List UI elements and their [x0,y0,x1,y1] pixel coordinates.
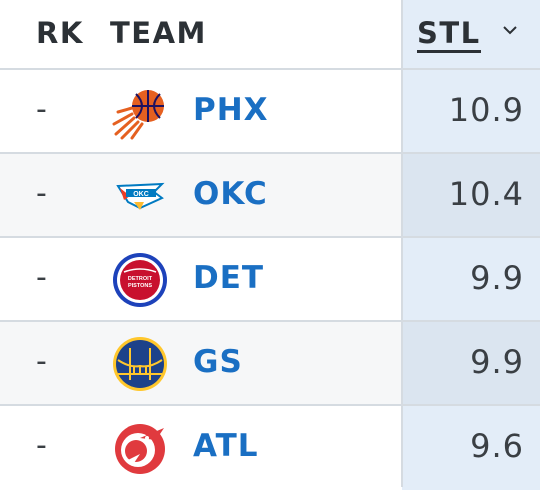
hawks-logo-icon [115,424,165,474]
team-link[interactable]: PHX [193,92,269,128]
table-row[interactable]: - OKC OKC 10.4 [0,154,540,238]
table-row[interactable]: - DETROIT PISTONS DET 9.9 [0,238,540,322]
stl-cell-bg [402,238,540,320]
table-row[interactable]: - PHX 10.9 [0,70,540,154]
table-row[interactable]: - ATL 9.6 [0,406,540,490]
rank-cell: - [36,344,47,379]
team-link[interactable]: ATL [193,428,259,464]
column-divider [401,0,403,487]
pistons-logo-icon: DETROIT PISTONS [113,253,167,307]
stl-value: 10.4 [448,175,524,213]
suns-logo-icon [112,90,164,140]
table-row[interactable]: - GS 9.9 [0,322,540,406]
warriors-logo-icon [113,337,167,391]
stl-cell-bg [402,406,540,490]
svg-text:OKC: OKC [133,191,149,198]
stl-cell-bg [402,70,540,152]
rank-cell: - [36,92,47,127]
stl-sort-button[interactable]: STL [402,0,540,68]
rank-column-header: RK [36,16,84,50]
stl-cell-bg [402,154,540,236]
stl-value: 9.9 [470,343,524,381]
table-header: RK TEAM STL [0,0,540,70]
stl-value: 9.6 [470,427,524,465]
rank-cell: - [36,176,47,211]
chevron-down-icon [503,26,517,35]
rank-cell: - [36,260,47,295]
stl-column-header: STL [417,16,481,53]
team-link[interactable]: GS [193,344,243,380]
svg-text:DETROIT: DETROIT [128,276,153,282]
team-link[interactable]: DET [193,260,265,296]
stl-value: 9.9 [470,259,524,297]
stl-value: 10.9 [448,91,524,129]
stl-cell-bg [402,322,540,404]
svg-text:PISTONS: PISTONS [128,283,152,289]
team-link[interactable]: OKC [193,176,268,212]
team-column-header: TEAM [110,16,207,50]
rank-cell: - [36,428,47,463]
thunder-logo-icon: OKC [116,182,165,210]
